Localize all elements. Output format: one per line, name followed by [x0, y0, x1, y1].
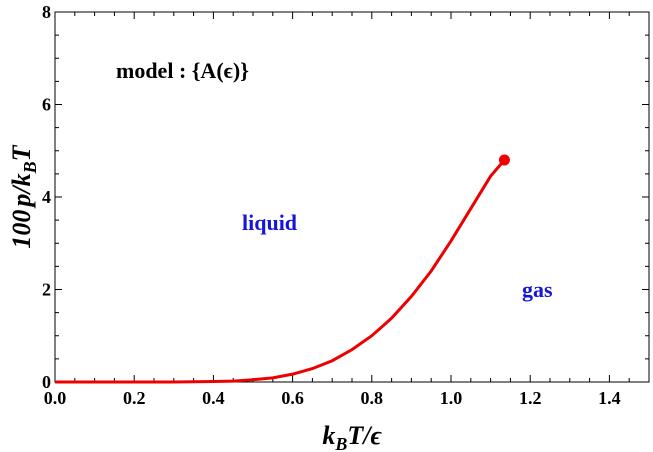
liquid-label: liquid: [242, 210, 297, 235]
x-tick-label: 0.0: [44, 388, 67, 408]
model-annotation: model : {A(ϵ)}: [116, 58, 249, 83]
x-tick-label: 1.4: [598, 388, 621, 408]
critical-point-marker: [498, 154, 510, 166]
x-tick-label: 1.0: [440, 388, 463, 408]
axis-tick-labels: 0.0 0.2 0.4 0.6 0.8 1.0 1.2 1.4 0 2 4 6 8: [42, 2, 621, 408]
axis-ticks: [54, 11, 650, 383]
y-tick-label: 0: [42, 372, 51, 392]
x-tick-label: 0.8: [361, 388, 384, 408]
x-tick-label: 0.4: [202, 388, 225, 408]
coexistence-curve: [55, 159, 506, 384]
y-tick-label: 4: [42, 187, 51, 207]
y-tick-label: 8: [42, 2, 51, 22]
gas-label: gas: [522, 277, 553, 302]
y-tick-label: 6: [42, 95, 51, 115]
x-axis-title: kBT/ϵ: [322, 421, 382, 452]
y-axis-title: 100p/kBT: [7, 144, 40, 248]
x-tick-label: 1.2: [519, 388, 542, 408]
y-tick-label: 2: [42, 280, 51, 300]
x-tick-label: 0.2: [123, 388, 146, 408]
x-tick-label: 0.6: [281, 388, 304, 408]
